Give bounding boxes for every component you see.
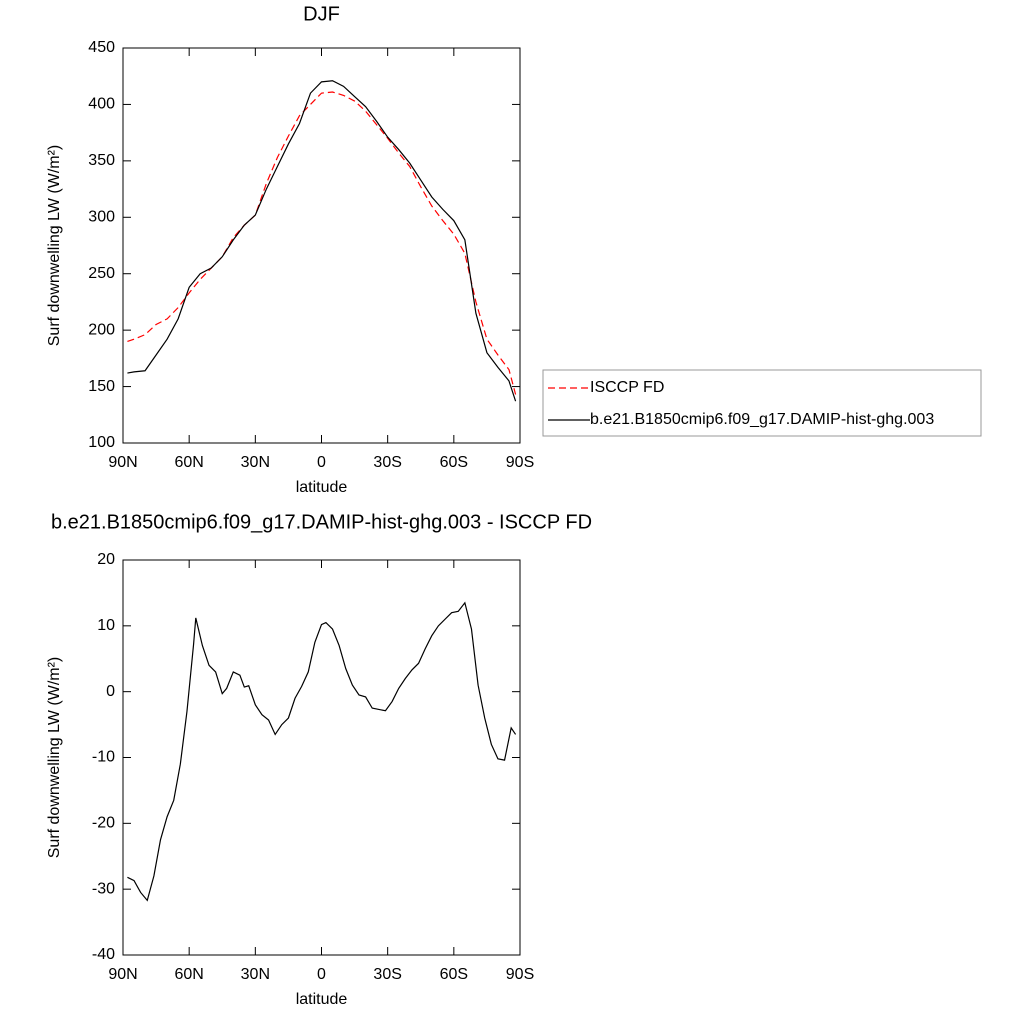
y-tick-label: -30	[92, 880, 115, 897]
y-tick-label: -40	[92, 946, 115, 963]
y-tick-label: 0	[106, 683, 115, 700]
data-line	[127, 91, 517, 395]
x-tick-label: 0	[317, 966, 326, 983]
x-tick-label: 90N	[108, 454, 137, 471]
x-tick-label: 60N	[174, 454, 203, 471]
y-tick-label: 20	[97, 551, 115, 568]
plot-frame	[122, 47, 521, 444]
legend-label: ISCCP FD	[590, 379, 664, 396]
y-axis-label: Surf downwelling LW (W/m²)	[46, 657, 63, 859]
data-line	[127, 80, 517, 402]
y-tick-label: 100	[88, 434, 115, 451]
legend-box	[542, 369, 982, 437]
data-line	[127, 601, 517, 902]
x-tick-label: 30S	[373, 454, 401, 471]
x-tick-label: 90S	[506, 966, 534, 983]
y-tick-label: 400	[88, 96, 115, 113]
y-tick-label: 250	[88, 265, 115, 282]
x-tick-label: 60S	[440, 454, 468, 471]
y-tick-label: 10	[97, 617, 115, 634]
plot-frame	[122, 559, 521, 956]
x-axis-label: latitude	[296, 991, 348, 1008]
y-tick-label: 450	[88, 39, 115, 56]
x-tick-label: 90S	[506, 454, 534, 471]
x-tick-label: 60S	[440, 966, 468, 983]
x-tick-label: 30N	[241, 966, 270, 983]
x-tick-label: 90N	[108, 966, 137, 983]
x-axis-label: latitude	[296, 479, 348, 496]
chart-title: DJF	[303, 3, 340, 25]
y-tick-label: 300	[88, 209, 115, 226]
legend-label: b.e21.B1850cmip6.f09_g17.DAMIP-hist-ghg.…	[590, 411, 934, 428]
chart-title: b.e21.B1850cmip6.f09_g17.DAMIP-hist-ghg.…	[51, 511, 592, 533]
y-tick-label: -20	[92, 815, 115, 832]
x-tick-label: 30N	[241, 454, 270, 471]
y-axis-label: Surf downwelling LW (W/m²)	[46, 145, 63, 347]
x-tick-label: 60N	[174, 966, 203, 983]
x-tick-label: 30S	[373, 966, 401, 983]
y-tick-label: 350	[88, 152, 115, 169]
x-tick-label: 0	[317, 454, 326, 471]
y-tick-label: 200	[88, 321, 115, 338]
y-tick-label: -10	[92, 749, 115, 766]
y-tick-label: 150	[88, 378, 115, 395]
